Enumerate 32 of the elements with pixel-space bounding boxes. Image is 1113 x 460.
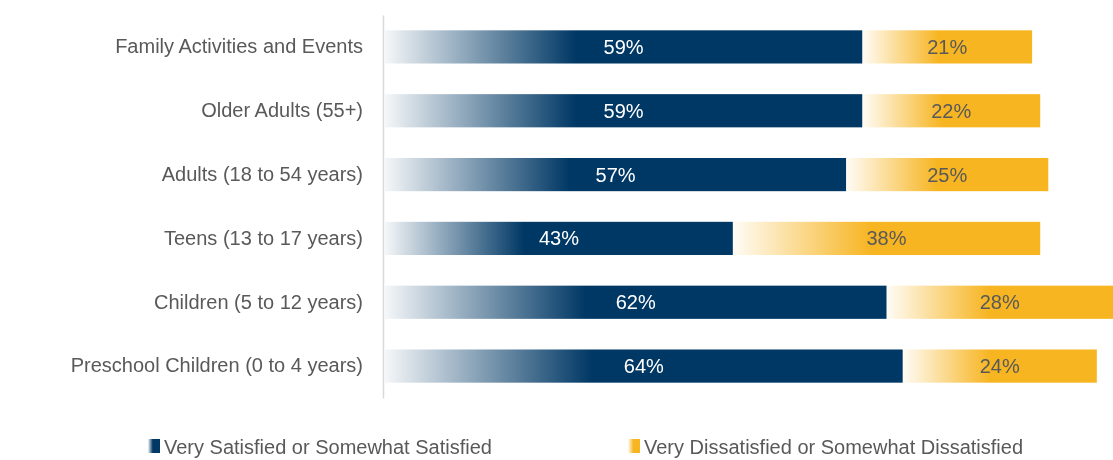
data-label: 57% [595,163,636,186]
data-label: 21% [927,35,968,58]
bar [732,221,1041,256]
y-tick-label: Family Activities and Events [115,35,363,58]
y-tick-label: Adults (18 to 54 years) [161,162,363,185]
bar [886,285,1113,319]
data-label: 62% [615,291,656,314]
bar [385,349,903,383]
data-label: 38% [866,227,907,250]
data-label: 25% [927,163,968,186]
bar [385,30,863,64]
data-label: 28% [979,291,1020,314]
y-tick-label: Older Adults (55+) [201,99,363,122]
bar [862,94,1041,128]
bar [862,30,1033,64]
bar [846,157,1049,192]
data-label: 24% [979,355,1020,378]
y-tick-label: Teens (13 to 17 years) [164,226,363,249]
legend-label: Very Satisfied or Somewhat Satisfied [164,436,492,458]
data-label: 22% [931,99,972,122]
data-label: 64% [623,355,665,378]
bar [902,349,1097,383]
data-label: 43% [538,227,580,250]
bar [385,94,863,128]
y-tick-label: Preschool Children (0 to 4 years) [70,354,363,377]
legend-label: Very Dissatisfied or Somewhat Dissatisfied [644,436,1024,458]
bar [385,157,847,192]
y-tick-label: Children (5 to 12 years) [154,290,363,313]
bar [385,285,887,319]
data-label: 59% [603,35,644,58]
bar [385,221,733,256]
data-label: 59% [603,99,644,122]
